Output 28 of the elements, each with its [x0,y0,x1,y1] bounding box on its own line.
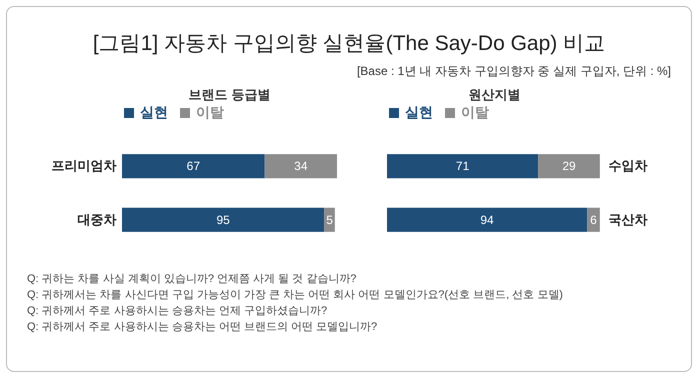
chart-title: 원산지별 [468,87,520,102]
bar [122,208,324,232]
text: [Base : 1년 내 자동차 구입의향자 중 실제 구입자, 단위 : %] [356,63,671,80]
legend-label: 실현 [405,104,433,120]
data-label: 5 [326,212,334,227]
bar [264,154,337,178]
legend-label: 이탈 [196,104,224,120]
text: Q: 귀하께서 주로 사용하시는 승용차는 언제 구입하셨습니까? [27,304,328,319]
data-label: 34 [294,159,308,174]
data-label: 95 [216,212,230,227]
data-label: 67 [186,159,200,174]
bar [122,154,265,178]
text: [그림1] 자동차 구입의향 실현율(The Say-Do Gap) 비교 [92,31,606,57]
y-tick-label: 대중차 [78,212,116,227]
data-label: 6 [590,212,598,227]
data-label: 29 [562,159,576,174]
bar [324,208,335,232]
legend-label: 이탈 [461,104,489,120]
chart-title: 브랜드 등급별 [188,87,270,102]
text: Q: 귀하께서는 차를 사신다면 구입 가능성이 가장 큰 차는 어떤 회사 어떤 모델인가요?(선호 브랜드, 선호 모델) [27,288,564,303]
text: Q: 귀하는 차를 사실 계획이 있습니까? 언제쯤 사게 될 것 같습니까? [27,272,358,287]
text: Q: 귀하께서 주로 사용하시는 승용차는 어떤 브랜드의 어떤 모델입니까? [27,320,378,335]
data-label: 71 [456,159,470,174]
y-tick-label: 국산차 [608,212,648,227]
legend-label: 실현 [140,104,168,120]
data-label: 94 [480,212,494,227]
y-tick-label: 프리미엄차 [52,158,116,174]
y-tick-label: 수입차 [608,158,648,174]
